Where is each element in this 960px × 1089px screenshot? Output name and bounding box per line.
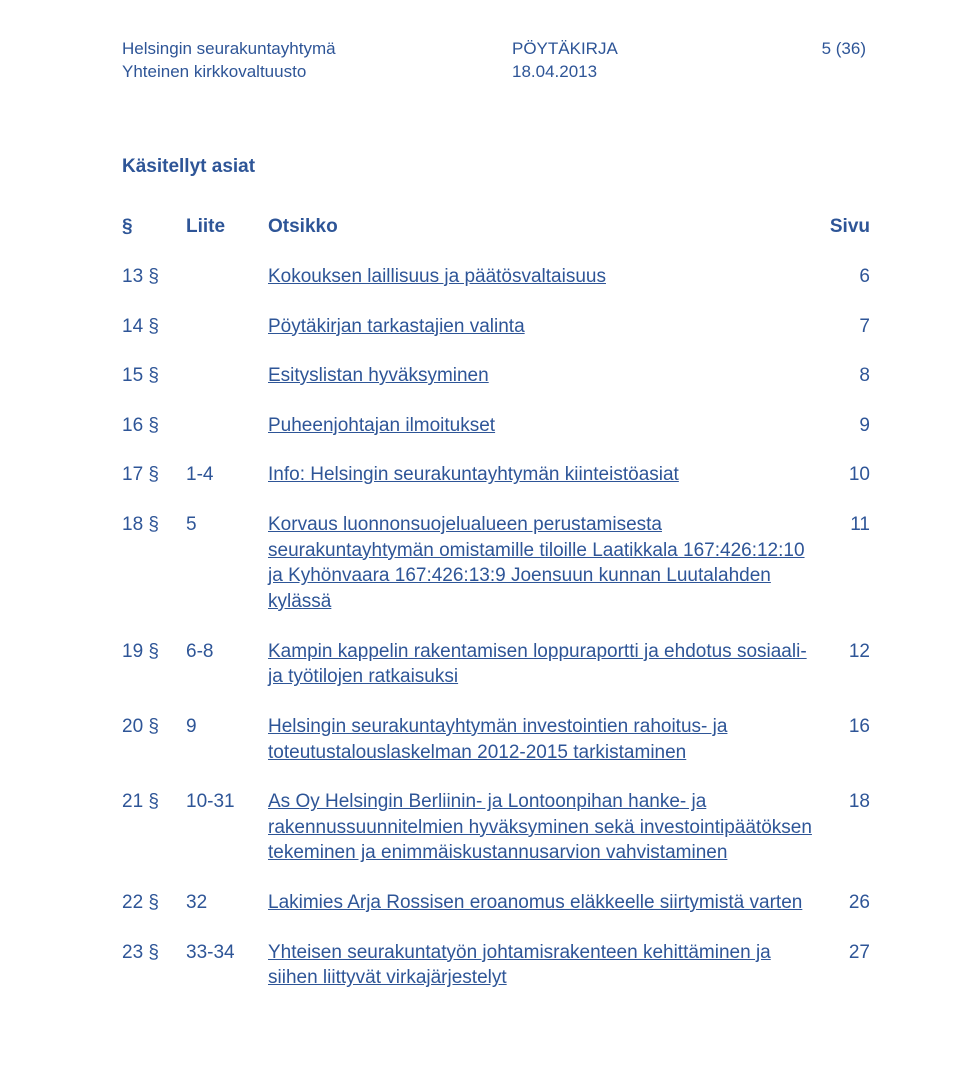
toc-sym: 13 § <box>122 264 186 290</box>
toc-title[interactable]: Puheenjohtajan ilmoitukset <box>268 413 816 439</box>
toc-page: 16 <box>816 714 870 765</box>
toc-row: 22 §32Lakimies Arja Rossisen eroanomus e… <box>122 890 870 916</box>
toc-title-link[interactable]: Puheenjohtajan ilmoitukset <box>268 415 495 436</box>
toc-liite: 32 <box>186 890 268 916</box>
toc-sym: 21 § <box>122 789 186 866</box>
toc-page: 6 <box>816 264 870 290</box>
toc-liite <box>186 314 268 340</box>
toc-title-link[interactable]: Pöytäkirjan tarkastajien valinta <box>268 316 525 337</box>
toc-liite <box>186 264 268 290</box>
col-head-otsikko: Otsikko <box>268 216 816 238</box>
toc-title[interactable]: Yhteisen seurakuntatyön johtamisrakentee… <box>268 940 816 991</box>
toc-title-link[interactable]: Kokouksen laillisuus ja päätösvaltaisuus <box>268 266 606 287</box>
toc-sym: 14 § <box>122 314 186 340</box>
toc-row: 19 §6-8Kampin kappelin rakentamisen lopp… <box>122 639 870 690</box>
toc-title[interactable]: Kampin kappelin rakentamisen loppuraport… <box>268 639 816 690</box>
doc-header: Helsingin seurakuntayhtymä Yhteinen kirk… <box>122 38 870 84</box>
toc-page: 18 <box>816 789 870 866</box>
toc-row: 21 §10-31As Oy Helsingin Berliinin- ja L… <box>122 789 870 866</box>
toc-title-link[interactable]: Yhteisen seurakuntatyön johtamisrakentee… <box>268 942 771 989</box>
header-left: Helsingin seurakuntayhtymä Yhteinen kirk… <box>122 38 512 84</box>
toc-sym: 23 § <box>122 940 186 991</box>
toc-sym: 18 § <box>122 512 186 615</box>
toc-sym: 19 § <box>122 639 186 690</box>
col-head-sivu: Sivu <box>816 216 870 238</box>
doc-date: 18.04.2013 <box>512 61 782 84</box>
toc-title-link[interactable]: Lakimies Arja Rossisen eroanomus eläkkee… <box>268 892 802 913</box>
toc-liite: 6-8 <box>186 639 268 690</box>
toc-sym: 17 § <box>122 462 186 488</box>
toc-row: 23 §33-34Yhteisen seurakuntatyön johtami… <box>122 940 870 991</box>
toc-sym: 15 § <box>122 363 186 389</box>
toc-page: 27 <box>816 940 870 991</box>
toc-header: § Liite Otsikko Sivu <box>122 216 870 238</box>
toc-title-link[interactable]: Info: Helsingin seurakuntayhtymän kiinte… <box>268 464 679 485</box>
toc-title-link[interactable]: Kampin kappelin rakentamisen loppuraport… <box>268 641 807 688</box>
toc-sym: 22 § <box>122 890 186 916</box>
header-mid: PÖYTÄKIRJA 18.04.2013 <box>512 38 782 84</box>
section-title: Käsitellyt asiat <box>122 156 870 178</box>
toc-title-link[interactable]: Korvaus luonnonsuojelualueen perustamise… <box>268 514 805 612</box>
toc-title[interactable]: Pöytäkirjan tarkastajien valinta <box>268 314 816 340</box>
doc-type: PÖYTÄKIRJA <box>512 38 782 61</box>
org-name-line2: Yhteinen kirkkovaltuusto <box>122 61 512 84</box>
toc-title[interactable]: Info: Helsingin seurakuntayhtymän kiinte… <box>268 462 816 488</box>
toc-page: 26 <box>816 890 870 916</box>
toc-row: 15 § Esityslistan hyväksyminen 8 <box>122 363 870 389</box>
toc-liite <box>186 413 268 439</box>
toc-title-link[interactable]: Helsingin seurakuntayhtymän investointie… <box>268 716 727 763</box>
toc-title[interactable]: Helsingin seurakuntayhtymän investointie… <box>268 714 816 765</box>
toc-title[interactable]: Esityslistan hyväksyminen <box>268 363 816 389</box>
header-right: 5 (36) <box>782 38 870 84</box>
toc-body: 13 § Kokouksen laillisuus ja päätösvaltai… <box>122 264 870 991</box>
toc-page: 11 <box>816 512 870 615</box>
toc-liite: 10-31 <box>186 789 268 866</box>
toc-row: 13 § Kokouksen laillisuus ja päätösvaltai… <box>122 264 870 290</box>
toc-title[interactable]: Kokouksen laillisuus ja päätösvaltaisuus <box>268 264 816 290</box>
toc-title-link[interactable]: As Oy Helsingin Berliinin- ja Lontoonpih… <box>268 791 812 863</box>
toc-liite: 9 <box>186 714 268 765</box>
toc-page: 8 <box>816 363 870 389</box>
toc-liite: 1-4 <box>186 462 268 488</box>
toc-page: 7 <box>816 314 870 340</box>
toc-page: 10 <box>816 462 870 488</box>
toc-liite: 33-34 <box>186 940 268 991</box>
org-name-line1: Helsingin seurakuntayhtymä <box>122 38 512 61</box>
toc-title[interactable]: Korvaus luonnonsuojelualueen perustamise… <box>268 512 816 615</box>
toc-liite <box>186 363 268 389</box>
toc-row: 16 § Puheenjohtajan ilmoitukset 9 <box>122 413 870 439</box>
toc-title[interactable]: Lakimies Arja Rossisen eroanomus eläkkee… <box>268 890 816 916</box>
col-head-liite: Liite <box>186 216 268 238</box>
page-root: Helsingin seurakuntayhtymä Yhteinen kirk… <box>0 0 960 1031</box>
toc-sym: 16 § <box>122 413 186 439</box>
toc-title[interactable]: As Oy Helsingin Berliinin- ja Lontoonpih… <box>268 789 816 866</box>
toc-row: 18 §5Korvaus luonnonsuojelualueen perust… <box>122 512 870 615</box>
toc-row: 20 §9Helsingin seurakuntayhtymän investo… <box>122 714 870 765</box>
toc-page: 12 <box>816 639 870 690</box>
col-head-sym: § <box>122 216 186 238</box>
toc-sym: 20 § <box>122 714 186 765</box>
page-number: 5 (36) <box>782 38 866 61</box>
toc-title-link[interactable]: Esityslistan hyväksyminen <box>268 365 489 386</box>
toc-liite: 5 <box>186 512 268 615</box>
toc-row: 14 § Pöytäkirjan tarkastajien valinta 7 <box>122 314 870 340</box>
toc-row: 17 §1-4Info: Helsingin seurakuntayhtymän… <box>122 462 870 488</box>
toc-page: 9 <box>816 413 870 439</box>
